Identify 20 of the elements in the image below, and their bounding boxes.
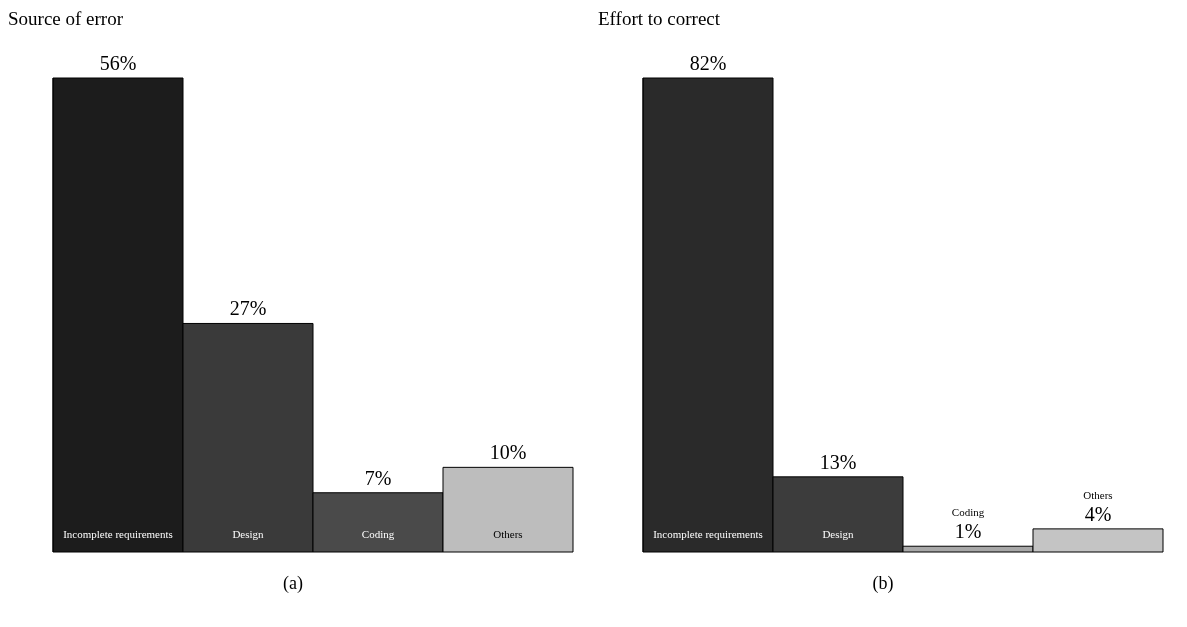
data-label: 4% [1084,502,1112,525]
category-label: Coding [951,506,985,519]
category-label: Incomplete requirements [653,528,763,540]
data-label: 1% [954,520,982,543]
data-label: 7% [364,466,392,489]
category-label: Others [493,528,523,540]
y-axis-title: Source of error [8,8,124,30]
data-label: 82% [689,52,727,74]
text: (a) [282,573,304,594]
category-label: Design [232,528,264,540]
data-label: 13% [819,450,857,473]
data-label: 56% [99,52,137,74]
category-label: Incomplete requirements [63,528,173,540]
category-label: Design [822,528,854,540]
category-label: Coding [361,528,395,540]
y-axis-title: Effort to correct [598,8,721,30]
data-label: 27% [229,297,267,320]
data-label: 10% [489,441,527,464]
text: (b) [871,573,895,594]
category-label: Others [1083,488,1113,501]
